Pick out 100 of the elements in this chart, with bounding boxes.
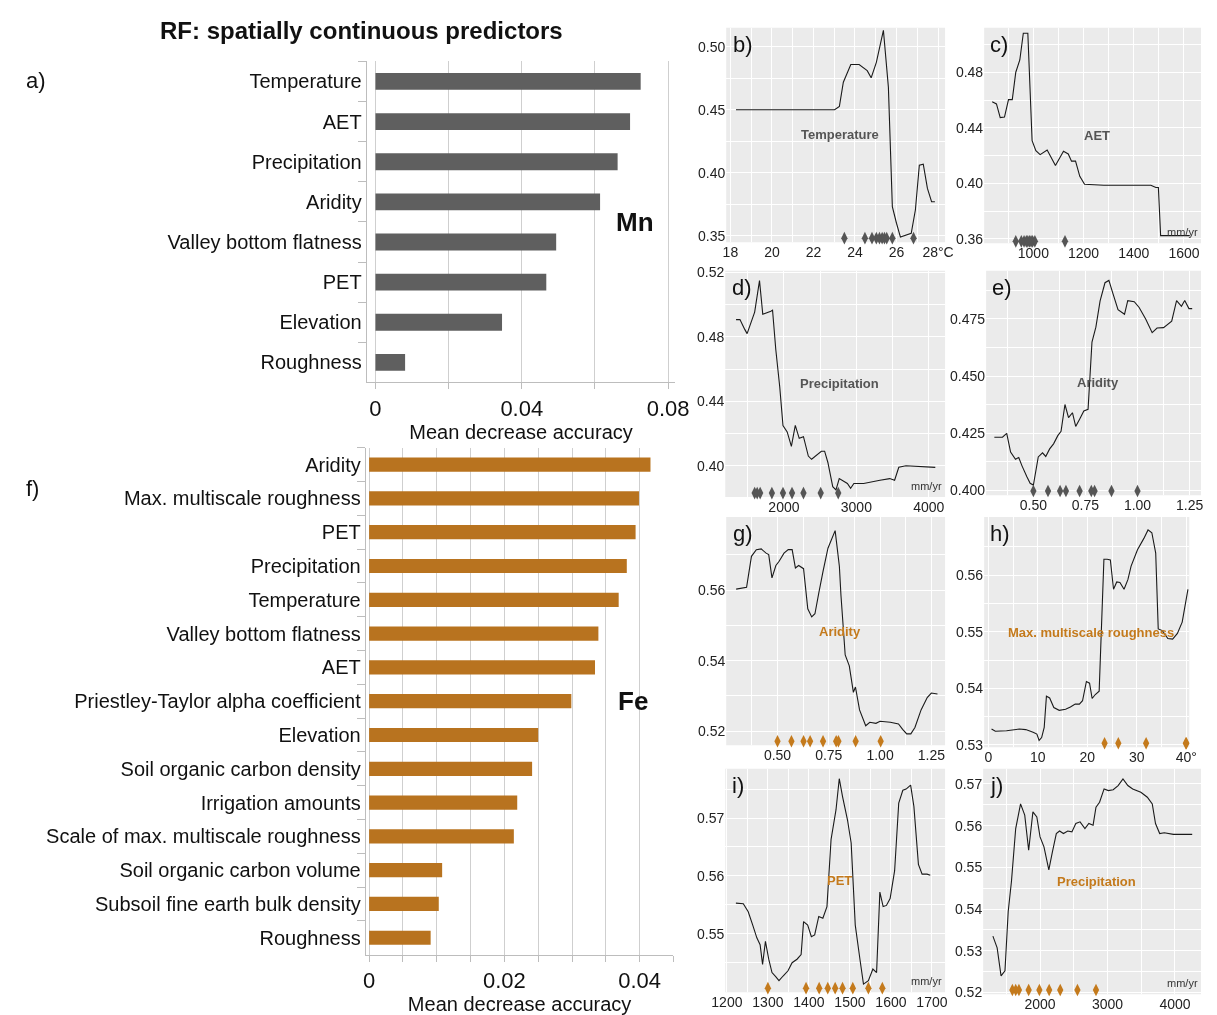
y-tick-label: Max. multiscale roughness (123, 487, 361, 510)
annotation: d) (732, 275, 752, 300)
y-tick-label: 0.40 (697, 457, 725, 474)
annotation: Temperature (801, 127, 879, 142)
x-tick-label: 28°C (922, 244, 954, 261)
bar (369, 525, 636, 540)
y-tick-label: 0.54 (955, 680, 984, 697)
bar (369, 626, 599, 641)
annotation: e) (992, 275, 1012, 300)
annotation: mm/yr (1167, 977, 1198, 989)
y-tick-label: 0.57 (697, 809, 725, 826)
y-tick-label: Precipitation (250, 555, 361, 577)
y-tick-label: Roughness (260, 351, 362, 374)
bar (369, 896, 439, 912)
bar (369, 660, 596, 675)
y-tick-label: 0.55 (954, 859, 983, 876)
chart-title: RF: spatially continuous predictors (160, 17, 563, 44)
bar (375, 233, 557, 251)
y-tick-label: Soil organic carbon density (120, 757, 361, 780)
x-tick-label: 1.25 (1175, 497, 1204, 514)
y-tick-label: 0.40 (697, 164, 726, 181)
x-tick-label: 0.50 (1019, 497, 1048, 514)
bar (375, 353, 406, 371)
bar (375, 153, 618, 171)
x-tick-label: 26 (888, 244, 905, 261)
y-tick-label: 0.475 (950, 310, 986, 327)
x-tick-label: 0.04 (500, 395, 544, 421)
x-tick-label: 1.25 (917, 747, 946, 764)
y-tick-label: Soil organic carbon volume (119, 859, 361, 882)
annotation: Precipitation (1057, 874, 1136, 889)
bar (369, 795, 518, 810)
y-tick-label: Priestley-Taylor alpha coefficient (74, 690, 362, 713)
y-tick-label: PET (321, 521, 361, 544)
bar (369, 727, 539, 743)
x-tick-label: 20 (1079, 749, 1096, 766)
y-tick-label: Temperature (249, 70, 362, 93)
annotation: mm/yr (911, 975, 942, 987)
y-tick-label: 0.52 (697, 722, 726, 739)
x-tick-label: 1600 (875, 994, 907, 1011)
y-tick-label: 0.52 (697, 264, 725, 281)
x-axis-title: Mean decrease accuracy (407, 993, 632, 1015)
x-tick-label: 24 (847, 244, 863, 261)
bar (369, 930, 431, 945)
annotation: j) (990, 773, 1004, 798)
x-tick-label: 0.75 (815, 747, 843, 764)
y-tick-label: 0.56 (954, 817, 983, 834)
text: a) (26, 68, 46, 93)
x-tick-label: 10 (1030, 749, 1046, 766)
y-tick-label: 0.40 (955, 175, 984, 192)
y-tick-label: Aridity (305, 453, 361, 476)
x-tick-label: 0 (369, 395, 382, 421)
y-tick-label: 0.450 (950, 368, 986, 385)
bar (369, 863, 443, 878)
bar (369, 829, 514, 844)
x-tick-label: 4000 (913, 499, 945, 516)
x-tick-label: 1500 (834, 994, 866, 1011)
x-tick-label: 0.08 (646, 395, 690, 421)
x-tick-label: 1700 (916, 994, 948, 1011)
y-tick-label: Elevation (279, 311, 362, 334)
y-tick-label: Subsoil fine earth bulk density (95, 892, 361, 915)
annotation: Fe (618, 686, 649, 716)
y-tick-label: Valley bottom flatness (167, 230, 362, 253)
y-tick-label: 0.36 (955, 230, 984, 247)
x-tick-label: 4000 (1159, 996, 1191, 1013)
y-tick-label: Elevation (278, 723, 361, 746)
y-tick-label: 0.400 (950, 482, 986, 499)
x-tick-label: 3000 (1091, 996, 1124, 1013)
y-tick-label: 0.48 (955, 64, 984, 81)
x-tick-label: 0.75 (1071, 497, 1100, 514)
bar (369, 761, 533, 776)
x-tick-label: 1200 (1067, 245, 1100, 262)
annotation: g) (733, 521, 753, 546)
x-tick-label: 0.04 (618, 968, 662, 994)
bar (369, 457, 651, 472)
y-tick-label: 0.45 (697, 101, 726, 118)
x-tick-label: 1200 (711, 994, 743, 1011)
bar (369, 558, 627, 574)
annotation: b) (733, 32, 753, 57)
x-tick-label: 2000 (768, 499, 800, 516)
annotation: AET (1084, 128, 1111, 143)
y-tick-label: 0.55 (955, 623, 984, 640)
y-tick-label: Scale of max. multiscale roughness (46, 825, 361, 848)
y-tick-label: 0.56 (955, 567, 984, 584)
x-tick-label: 1.00 (1123, 497, 1152, 514)
annotation: c) (990, 32, 1009, 57)
bar (369, 592, 619, 607)
y-tick-label: Valley bottom flatness (166, 622, 361, 645)
x-tick-label: 1.00 (866, 747, 894, 764)
x-tick-label: 0.02 (482, 968, 526, 994)
y-tick-label: Precipitation (251, 150, 362, 173)
x-tick-label: 0 (984, 749, 993, 766)
y-tick-label: 0.50 (697, 38, 726, 55)
text: f) (26, 476, 40, 501)
y-tick-label: 0.44 (955, 119, 984, 136)
annotation: h) (990, 521, 1010, 546)
bar (369, 491, 639, 506)
y-tick-label: 0.44 (697, 393, 725, 410)
x-tick-label: 18 (722, 244, 739, 261)
x-tick-label: 1400 (793, 994, 825, 1011)
x-tick-label: 2000 (1024, 996, 1056, 1013)
